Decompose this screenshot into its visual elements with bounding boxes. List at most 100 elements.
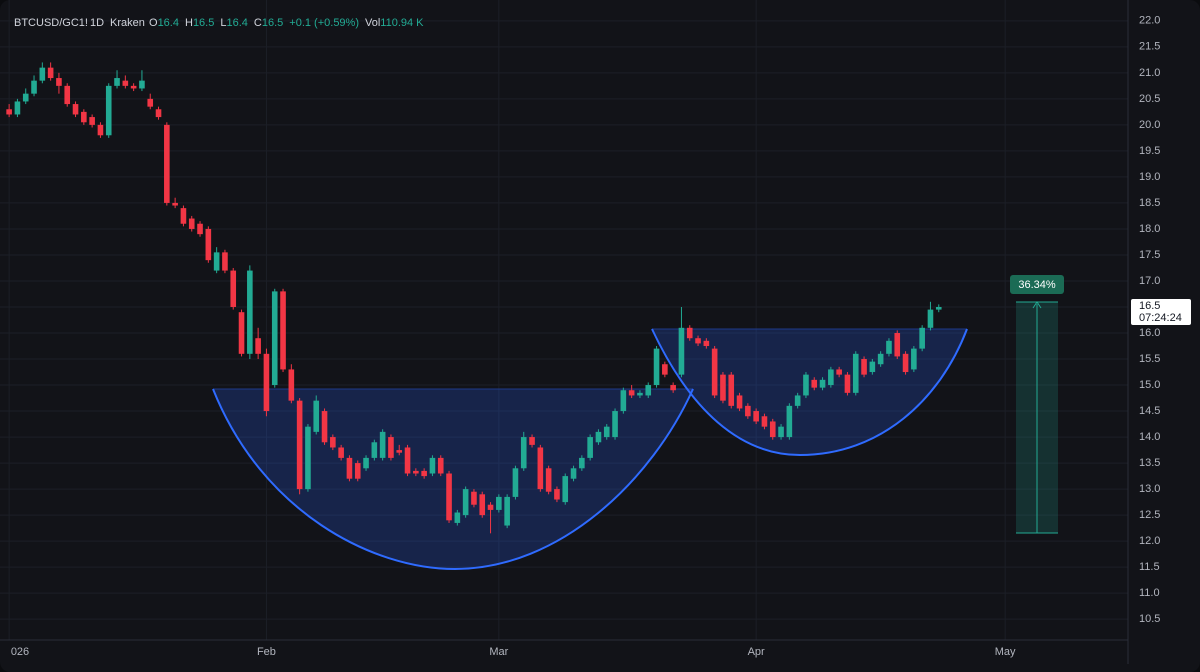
y-tick-label: 11.0 (1139, 587, 1160, 599)
measure-label: 36.34% (1018, 279, 1056, 291)
candle-body (14, 101, 21, 115)
candle-body (313, 400, 320, 432)
candle-body (338, 447, 344, 458)
candle-body (446, 473, 452, 521)
candle-body (429, 457, 436, 474)
measure-arrowhead (1032, 301, 1042, 309)
candle-body (745, 405, 751, 417)
candle-body (554, 489, 560, 500)
candle-body (147, 98, 154, 107)
candle-body (595, 431, 602, 443)
candle-body (280, 291, 286, 370)
header: BTCUSD/GC1! 1D Kraken O 16.4 H 16.5 L 16.4 C 16… (14, 17, 424, 29)
volume-label: Vol (365, 17, 380, 29)
candle-body (628, 390, 635, 396)
y-tick-label: 17.5 (1139, 249, 1160, 261)
candle-body (761, 416, 768, 427)
y-tick-label: 14.0 (1139, 431, 1160, 443)
candle-body (72, 104, 79, 115)
y-tick-label: 15.0 (1139, 379, 1160, 391)
candle-body (894, 333, 901, 357)
candle-body (678, 327, 685, 375)
candle-body (861, 359, 867, 375)
candle-body (139, 80, 145, 89)
candle-body (437, 457, 444, 474)
candle-body (935, 306, 942, 310)
candle-body (869, 361, 876, 373)
candle-body (31, 80, 37, 94)
y-tick-label: 12.5 (1139, 509, 1160, 521)
candle-body (786, 405, 793, 438)
ohlc-label: O (149, 17, 158, 29)
candle-body (695, 338, 701, 344)
y-tick-label: 18.0 (1139, 223, 1160, 235)
candle-body (238, 312, 245, 354)
candle-body (670, 385, 676, 391)
ohlc-value: 16.5 (193, 17, 214, 29)
candle-body (686, 327, 693, 339)
y-tick-label: 15.5 (1139, 353, 1160, 365)
candle-body (844, 374, 851, 393)
candle-body (371, 442, 378, 458)
candle-body (263, 353, 270, 412)
y-tick-label: 19.5 (1139, 145, 1160, 157)
candle-body (56, 78, 62, 86)
candles (6, 62, 942, 534)
candle-body (288, 369, 295, 401)
candle-body (927, 309, 934, 328)
candle-body (728, 374, 735, 406)
y-tick-label: 17.0 (1139, 275, 1160, 287)
candle-body (753, 411, 759, 422)
y-tick-label: 13.0 (1139, 483, 1160, 495)
candle-body (645, 385, 652, 396)
cup-fill (213, 389, 693, 569)
y-tick-label: 13.5 (1139, 457, 1160, 469)
y-tick-label: 14.5 (1139, 405, 1160, 417)
candle-body (388, 437, 394, 458)
candle-body (471, 491, 477, 505)
candle-body (271, 291, 278, 386)
y-tick-label: 11.5 (1139, 561, 1160, 573)
y-tick-label: 12.0 (1139, 535, 1160, 547)
candle-body (496, 496, 502, 510)
interval: 1D (90, 17, 104, 29)
candle-body (529, 437, 535, 445)
candle-body (703, 340, 710, 347)
candle-body (562, 476, 569, 503)
candle-body (47, 67, 54, 79)
candle-body (6, 109, 12, 115)
x-tick-label: Mar (489, 646, 508, 658)
candle-body (512, 468, 519, 497)
candle-body (720, 374, 726, 401)
candle-body (172, 202, 178, 206)
handle-curve (651, 328, 968, 457)
candle-body (520, 437, 527, 469)
candle-body (363, 457, 369, 469)
candle-body (164, 124, 170, 203)
candle-body (346, 457, 353, 479)
candle-body (462, 489, 469, 516)
candle-body (155, 109, 162, 118)
candle-body (886, 340, 892, 354)
candle-body (620, 390, 627, 412)
candle-body (819, 379, 826, 388)
candle-body (222, 252, 228, 271)
x-tick-label: 026 (11, 646, 29, 658)
exchange: Kraken (110, 17, 145, 29)
candle-body (537, 447, 544, 490)
y-tick-label: 21.5 (1139, 41, 1160, 53)
candle-body (662, 364, 668, 375)
ohlc-label: L (220, 17, 226, 29)
y-tick-label: 10.5 (1139, 613, 1160, 625)
candle-body (579, 457, 585, 469)
y-tick-label: 18.5 (1139, 197, 1160, 209)
ohlc-label: H (185, 17, 193, 29)
candle-body (736, 395, 743, 409)
candle-body (421, 470, 427, 477)
candle-body (545, 468, 552, 492)
candle-body (803, 374, 809, 396)
candle-body (114, 78, 120, 86)
candle-body (570, 468, 577, 479)
